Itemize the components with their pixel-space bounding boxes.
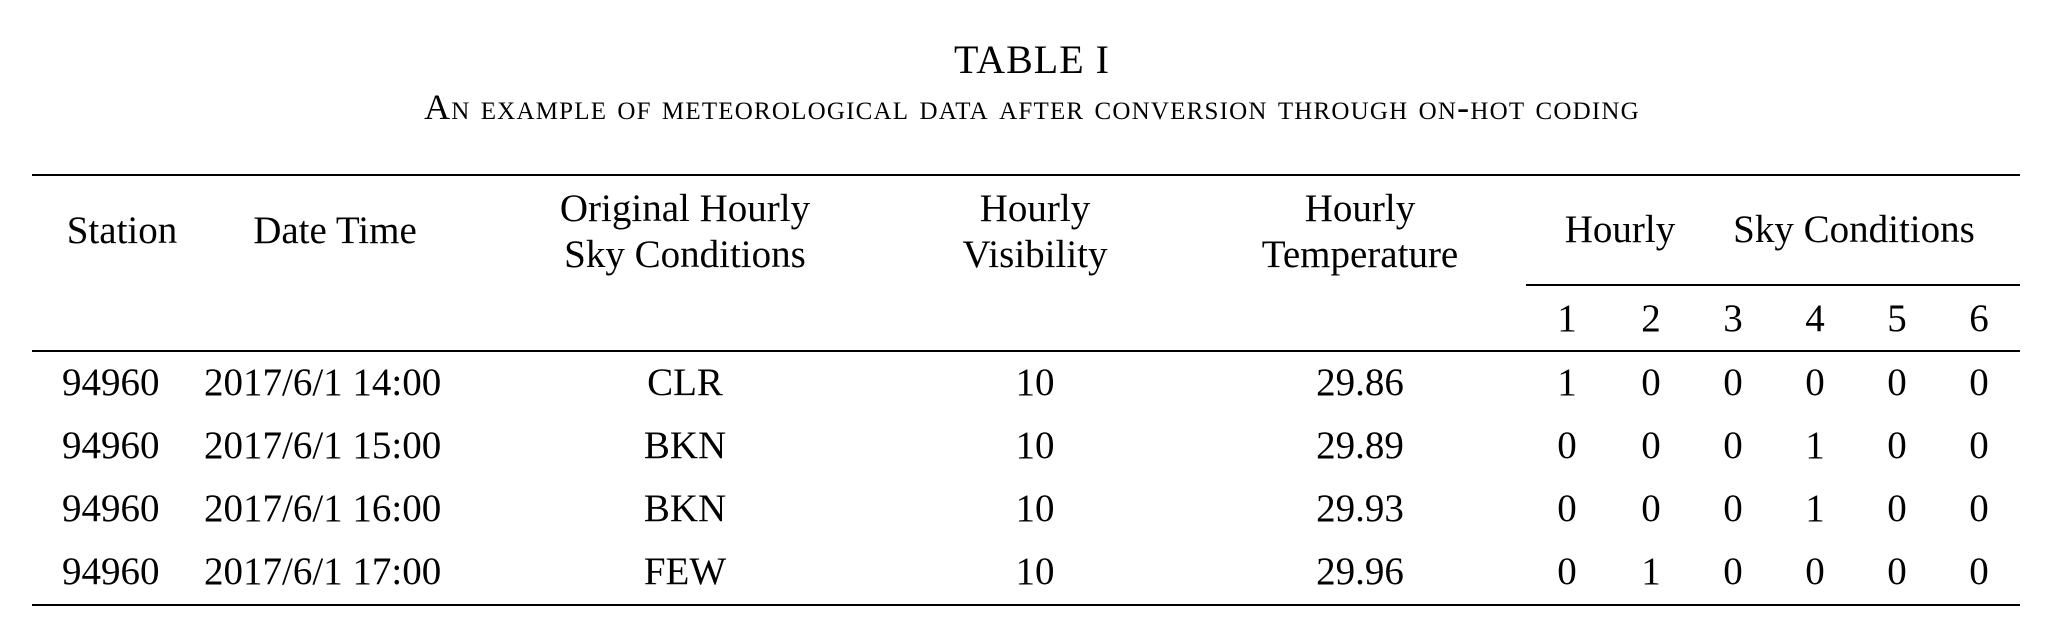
cell-station: 94960 (62, 424, 160, 467)
header-sky-group-2: Sky Conditions (1733, 208, 1975, 251)
header-bottom-rule (32, 350, 2020, 352)
header-original-sky-line2: Sky Conditions (564, 233, 806, 276)
cell-temperature: 29.89 (1316, 424, 1404, 467)
cell-onehot-6: 0 (1969, 424, 1989, 467)
header-sky-group-1: Hourly (1564, 208, 1676, 251)
cell-datetime: 2017/6/1 16:00 (204, 487, 442, 530)
header-subcol-3: 3 (1723, 297, 1743, 340)
header-subcol-5: 5 (1887, 297, 1907, 340)
cell-sky: BKN (643, 487, 727, 530)
cell-onehot-4: 1 (1805, 487, 1825, 530)
cell-onehot-5: 0 (1887, 487, 1907, 530)
table-caption: An example of meteorological data after … (424, 87, 1640, 127)
bottom-rule (32, 604, 2020, 606)
cell-station: 94960 (62, 361, 160, 404)
cell-onehot-1: 0 (1557, 424, 1577, 467)
cell-onehot-1: 0 (1557, 487, 1577, 530)
cell-station: 94960 (62, 550, 160, 593)
cell-onehot-6: 0 (1969, 361, 1989, 404)
header-subcol-4: 4 (1805, 297, 1825, 340)
cell-onehot-4: 0 (1805, 361, 1825, 404)
cell-temperature: 29.96 (1316, 550, 1404, 593)
cell-visibility: 10 (1015, 487, 1055, 530)
cell-onehot-1: 1 (1557, 361, 1577, 404)
cell-station: 94960 (62, 487, 160, 530)
cell-temperature: 29.86 (1316, 361, 1404, 404)
header-original-sky-line1: Original Hourly (559, 187, 811, 230)
header-datetime: Date Time (253, 209, 417, 252)
cell-onehot-1: 0 (1557, 550, 1577, 593)
sky-group-rule (1526, 284, 2020, 286)
top-rule (32, 174, 2020, 176)
header-subcol-1: 1 (1557, 297, 1577, 340)
header-visibility-line1: Hourly (979, 187, 1091, 230)
cell-onehot-6: 0 (1969, 487, 1989, 530)
cell-visibility: 10 (1015, 361, 1055, 404)
header-station: Station (66, 209, 178, 252)
cell-sky: BKN (643, 424, 727, 467)
cell-onehot-2: 1 (1641, 550, 1661, 593)
cell-onehot-4: 1 (1805, 424, 1825, 467)
cell-datetime: 2017/6/1 17:00 (204, 550, 442, 593)
cell-sky: FEW (643, 550, 727, 593)
cell-temperature: 29.93 (1316, 487, 1404, 530)
cell-onehot-2: 0 (1641, 424, 1661, 467)
cell-onehot-6: 0 (1969, 550, 1989, 593)
cell-onehot-2: 0 (1641, 487, 1661, 530)
cell-datetime: 2017/6/1 14:00 (204, 361, 442, 404)
cell-onehot-5: 0 (1887, 361, 1907, 404)
cell-onehot-5: 0 (1887, 550, 1907, 593)
cell-onehot-3: 0 (1723, 550, 1743, 593)
cell-datetime: 2017/6/1 15:00 (204, 424, 442, 467)
cell-onehot-3: 0 (1723, 487, 1743, 530)
table-number: TABLE I (954, 37, 1110, 82)
cell-onehot-2: 0 (1641, 361, 1661, 404)
header-subcol-6: 6 (1969, 297, 1989, 340)
cell-visibility: 10 (1015, 550, 1055, 593)
header-temperature-line2: Temperature (1261, 233, 1459, 276)
cell-sky: CLR (647, 361, 723, 404)
cell-onehot-3: 0 (1723, 424, 1743, 467)
header-visibility-line2: Visibility (962, 233, 1108, 276)
cell-onehot-5: 0 (1887, 424, 1907, 467)
cell-onehot-4: 0 (1805, 550, 1825, 593)
header-temperature-line1: Hourly (1304, 187, 1416, 230)
cell-visibility: 10 (1015, 424, 1055, 467)
header-subcol-2: 2 (1641, 297, 1661, 340)
cell-onehot-3: 0 (1723, 361, 1743, 404)
